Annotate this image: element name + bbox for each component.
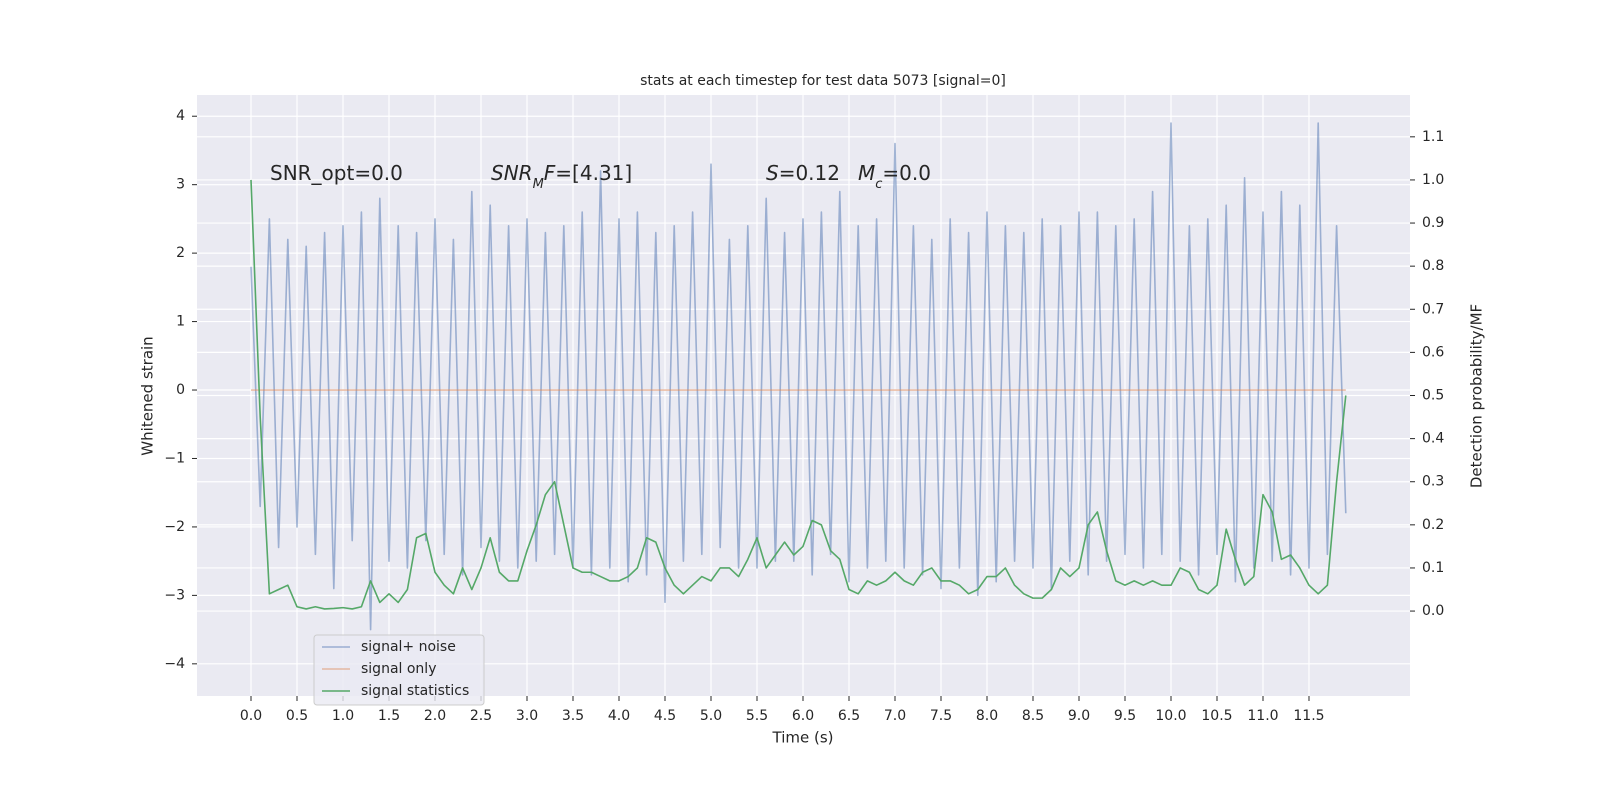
annotation-part: M — [533, 177, 544, 192]
y-tick-label: −3 — [164, 587, 185, 603]
y-tick-label: −2 — [164, 519, 185, 535]
x-tick-label: 6.5 — [838, 708, 860, 724]
x-tick-label: 1.5 — [378, 708, 400, 724]
x-tick-label: 2.0 — [424, 708, 446, 724]
y2-tick-label: 0.9 — [1422, 215, 1444, 231]
x-tick-label: 10.0 — [1155, 708, 1186, 724]
y-tick-label: 4 — [176, 108, 185, 124]
x-tick-label: 8.0 — [976, 708, 998, 724]
annotation-part: F — [544, 161, 556, 185]
y2-tick-label: 0.7 — [1422, 301, 1444, 317]
x-tick-label: 7.0 — [884, 708, 906, 724]
y2-tick-label: 0.8 — [1422, 258, 1444, 274]
y-tick-label: −1 — [164, 450, 185, 466]
y-tick-label: 0 — [176, 382, 185, 398]
legend-label: signal+ noise — [361, 639, 456, 655]
x-tick-label: 3.0 — [516, 708, 538, 724]
y2-axis-label: Detection probability/MF — [1468, 304, 1486, 488]
y2-tick-label: 0.0 — [1422, 603, 1444, 619]
annotation-part: =0.12 — [779, 161, 840, 185]
y-tick-label: 1 — [176, 314, 185, 330]
x-tick-label: 6.0 — [792, 708, 814, 724]
x-tick-label: 0.5 — [286, 708, 308, 724]
x-tick-label: 10.5 — [1201, 708, 1232, 724]
annotation: Mc=0.0 — [858, 161, 931, 192]
x-tick-label: 9.5 — [1114, 708, 1136, 724]
series-line — [250, 179, 1347, 610]
y2-tick-label: 0.5 — [1422, 388, 1444, 404]
x-tick-label: 4.5 — [654, 708, 676, 724]
x-tick-label: 8.5 — [1022, 708, 1044, 724]
x-tick-label: 11.5 — [1293, 708, 1324, 724]
y-axis-label: Whitened strain — [139, 336, 157, 455]
x-tick-label: 0.0 — [240, 708, 262, 724]
annotation-part: SNR — [491, 161, 533, 185]
x-tick-label: 4.0 — [608, 708, 630, 724]
annotation: S=0.12 — [766, 161, 840, 185]
y2-tick-label: 0.2 — [1422, 517, 1444, 533]
legend-box — [313, 634, 485, 706]
x-tick-label: 7.5 — [930, 708, 952, 724]
y-tick-label: 3 — [176, 177, 185, 193]
annotation-part: SNR_opt=0.0 — [270, 161, 403, 185]
y2-tick-label: 0.4 — [1422, 431, 1444, 447]
annotation-part: =[4.31] — [555, 161, 632, 185]
annotation: SNRMF=[4.31] — [491, 161, 632, 192]
chart-title: stats at each timestep for test data 507… — [640, 73, 1006, 89]
y-tick-label: 2 — [176, 245, 185, 261]
y2-tick-label: 1.0 — [1422, 172, 1444, 188]
x-tick-label: 9.0 — [1068, 708, 1090, 724]
annotation-part: S — [766, 161, 779, 185]
y2-tick-label: 0.3 — [1422, 474, 1444, 490]
x-tick-label: 5.5 — [746, 708, 768, 724]
annotation: SNR_opt=0.0 — [270, 161, 403, 185]
y-tick-label: −4 — [164, 656, 185, 672]
annotation-part: M — [858, 161, 875, 185]
y2-tick-label: 1.1 — [1422, 129, 1444, 145]
x-tick-label: 1.0 — [332, 708, 354, 724]
x-tick-label: 2.5 — [470, 708, 492, 724]
annotation-part: c — [875, 177, 882, 192]
legend-label: signal only — [361, 661, 436, 677]
annotation-part: =0.0 — [882, 161, 931, 185]
legend-label: signal statistics — [361, 683, 469, 699]
x-tick-label: 5.0 — [700, 708, 722, 724]
x-tick-label: 11.0 — [1247, 708, 1278, 724]
y2-tick-label: 0.1 — [1422, 560, 1444, 576]
x-tick-label: 3.5 — [562, 708, 584, 724]
x-axis-label: Time (s) — [772, 729, 834, 747]
y2-tick-label: 0.6 — [1422, 344, 1444, 360]
